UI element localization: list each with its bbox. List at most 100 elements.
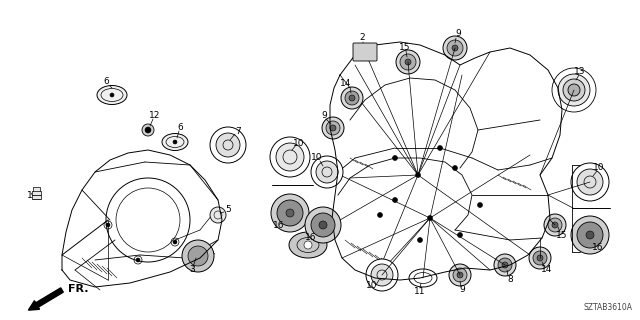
Circle shape (571, 163, 609, 201)
Circle shape (378, 212, 383, 218)
Circle shape (537, 255, 543, 261)
Text: FR.: FR. (68, 284, 88, 294)
Text: 15: 15 (399, 43, 411, 52)
Text: 16: 16 (305, 233, 317, 242)
Text: 2: 2 (359, 34, 365, 43)
Circle shape (417, 237, 422, 243)
Circle shape (586, 231, 594, 239)
Bar (31, 195, 40, 199)
Text: SZTAB3610A: SZTAB3610A (583, 303, 632, 312)
Circle shape (396, 50, 420, 74)
Circle shape (458, 233, 463, 237)
Circle shape (452, 165, 458, 171)
Ellipse shape (97, 85, 127, 105)
Circle shape (449, 264, 471, 286)
Circle shape (544, 214, 566, 236)
Text: 13: 13 (574, 68, 586, 76)
Circle shape (443, 36, 467, 60)
Circle shape (533, 251, 547, 265)
Circle shape (349, 95, 355, 101)
Text: 9: 9 (455, 29, 461, 38)
Circle shape (558, 74, 590, 106)
Circle shape (304, 241, 312, 249)
Text: 7: 7 (235, 127, 241, 137)
FancyArrow shape (28, 288, 63, 310)
Text: 16: 16 (592, 244, 604, 252)
Text: 3: 3 (189, 266, 195, 275)
Circle shape (392, 197, 397, 203)
Circle shape (405, 59, 411, 65)
Text: 5: 5 (225, 205, 231, 214)
Text: 12: 12 (149, 111, 161, 121)
Text: 10: 10 (366, 282, 378, 291)
Circle shape (392, 156, 397, 161)
Circle shape (316, 161, 338, 183)
Text: 9: 9 (459, 285, 465, 294)
Text: 9: 9 (321, 111, 327, 121)
Circle shape (311, 213, 335, 237)
Circle shape (577, 169, 603, 195)
Circle shape (477, 203, 483, 207)
Circle shape (548, 218, 562, 232)
Text: 11: 11 (414, 286, 426, 295)
Circle shape (286, 209, 294, 217)
Circle shape (502, 262, 508, 268)
Text: 10: 10 (311, 154, 323, 163)
Circle shape (311, 156, 343, 188)
Circle shape (330, 125, 336, 131)
Circle shape (276, 143, 304, 171)
FancyBboxPatch shape (353, 43, 377, 61)
Circle shape (345, 91, 359, 105)
Circle shape (453, 268, 467, 282)
Text: 8: 8 (507, 275, 513, 284)
Circle shape (452, 45, 458, 51)
Circle shape (577, 222, 603, 248)
Circle shape (415, 172, 420, 178)
Circle shape (568, 84, 580, 96)
Circle shape (188, 246, 208, 266)
Circle shape (182, 240, 214, 272)
Circle shape (371, 264, 393, 286)
Circle shape (277, 200, 303, 226)
Ellipse shape (289, 232, 327, 258)
Circle shape (498, 258, 512, 272)
Bar (31, 191, 40, 195)
Circle shape (305, 207, 341, 243)
Text: 6: 6 (103, 77, 109, 86)
Text: 10: 10 (593, 164, 605, 172)
Bar (33, 187, 40, 199)
Circle shape (447, 40, 463, 56)
Circle shape (341, 87, 363, 109)
Circle shape (271, 194, 309, 232)
Circle shape (106, 223, 110, 227)
Circle shape (400, 54, 416, 70)
Circle shape (571, 216, 609, 254)
Circle shape (145, 127, 151, 133)
Circle shape (216, 133, 240, 157)
Circle shape (173, 140, 177, 144)
Circle shape (366, 259, 398, 291)
Circle shape (563, 79, 585, 101)
Circle shape (210, 127, 246, 163)
Text: 10: 10 (293, 139, 305, 148)
Circle shape (136, 258, 140, 262)
Circle shape (428, 215, 433, 220)
Circle shape (173, 240, 177, 244)
Circle shape (438, 146, 442, 150)
Circle shape (110, 93, 114, 97)
Ellipse shape (162, 133, 188, 150)
Circle shape (457, 272, 463, 278)
Circle shape (494, 254, 516, 276)
Circle shape (142, 124, 154, 136)
Circle shape (319, 221, 327, 229)
Text: 1: 1 (27, 191, 33, 201)
Circle shape (210, 207, 226, 223)
Circle shape (529, 247, 551, 269)
Text: 14: 14 (541, 266, 553, 275)
Text: 6: 6 (177, 124, 183, 132)
Circle shape (322, 117, 344, 139)
Circle shape (552, 222, 558, 228)
Circle shape (270, 137, 310, 177)
Text: 14: 14 (340, 79, 352, 89)
Circle shape (552, 68, 596, 112)
